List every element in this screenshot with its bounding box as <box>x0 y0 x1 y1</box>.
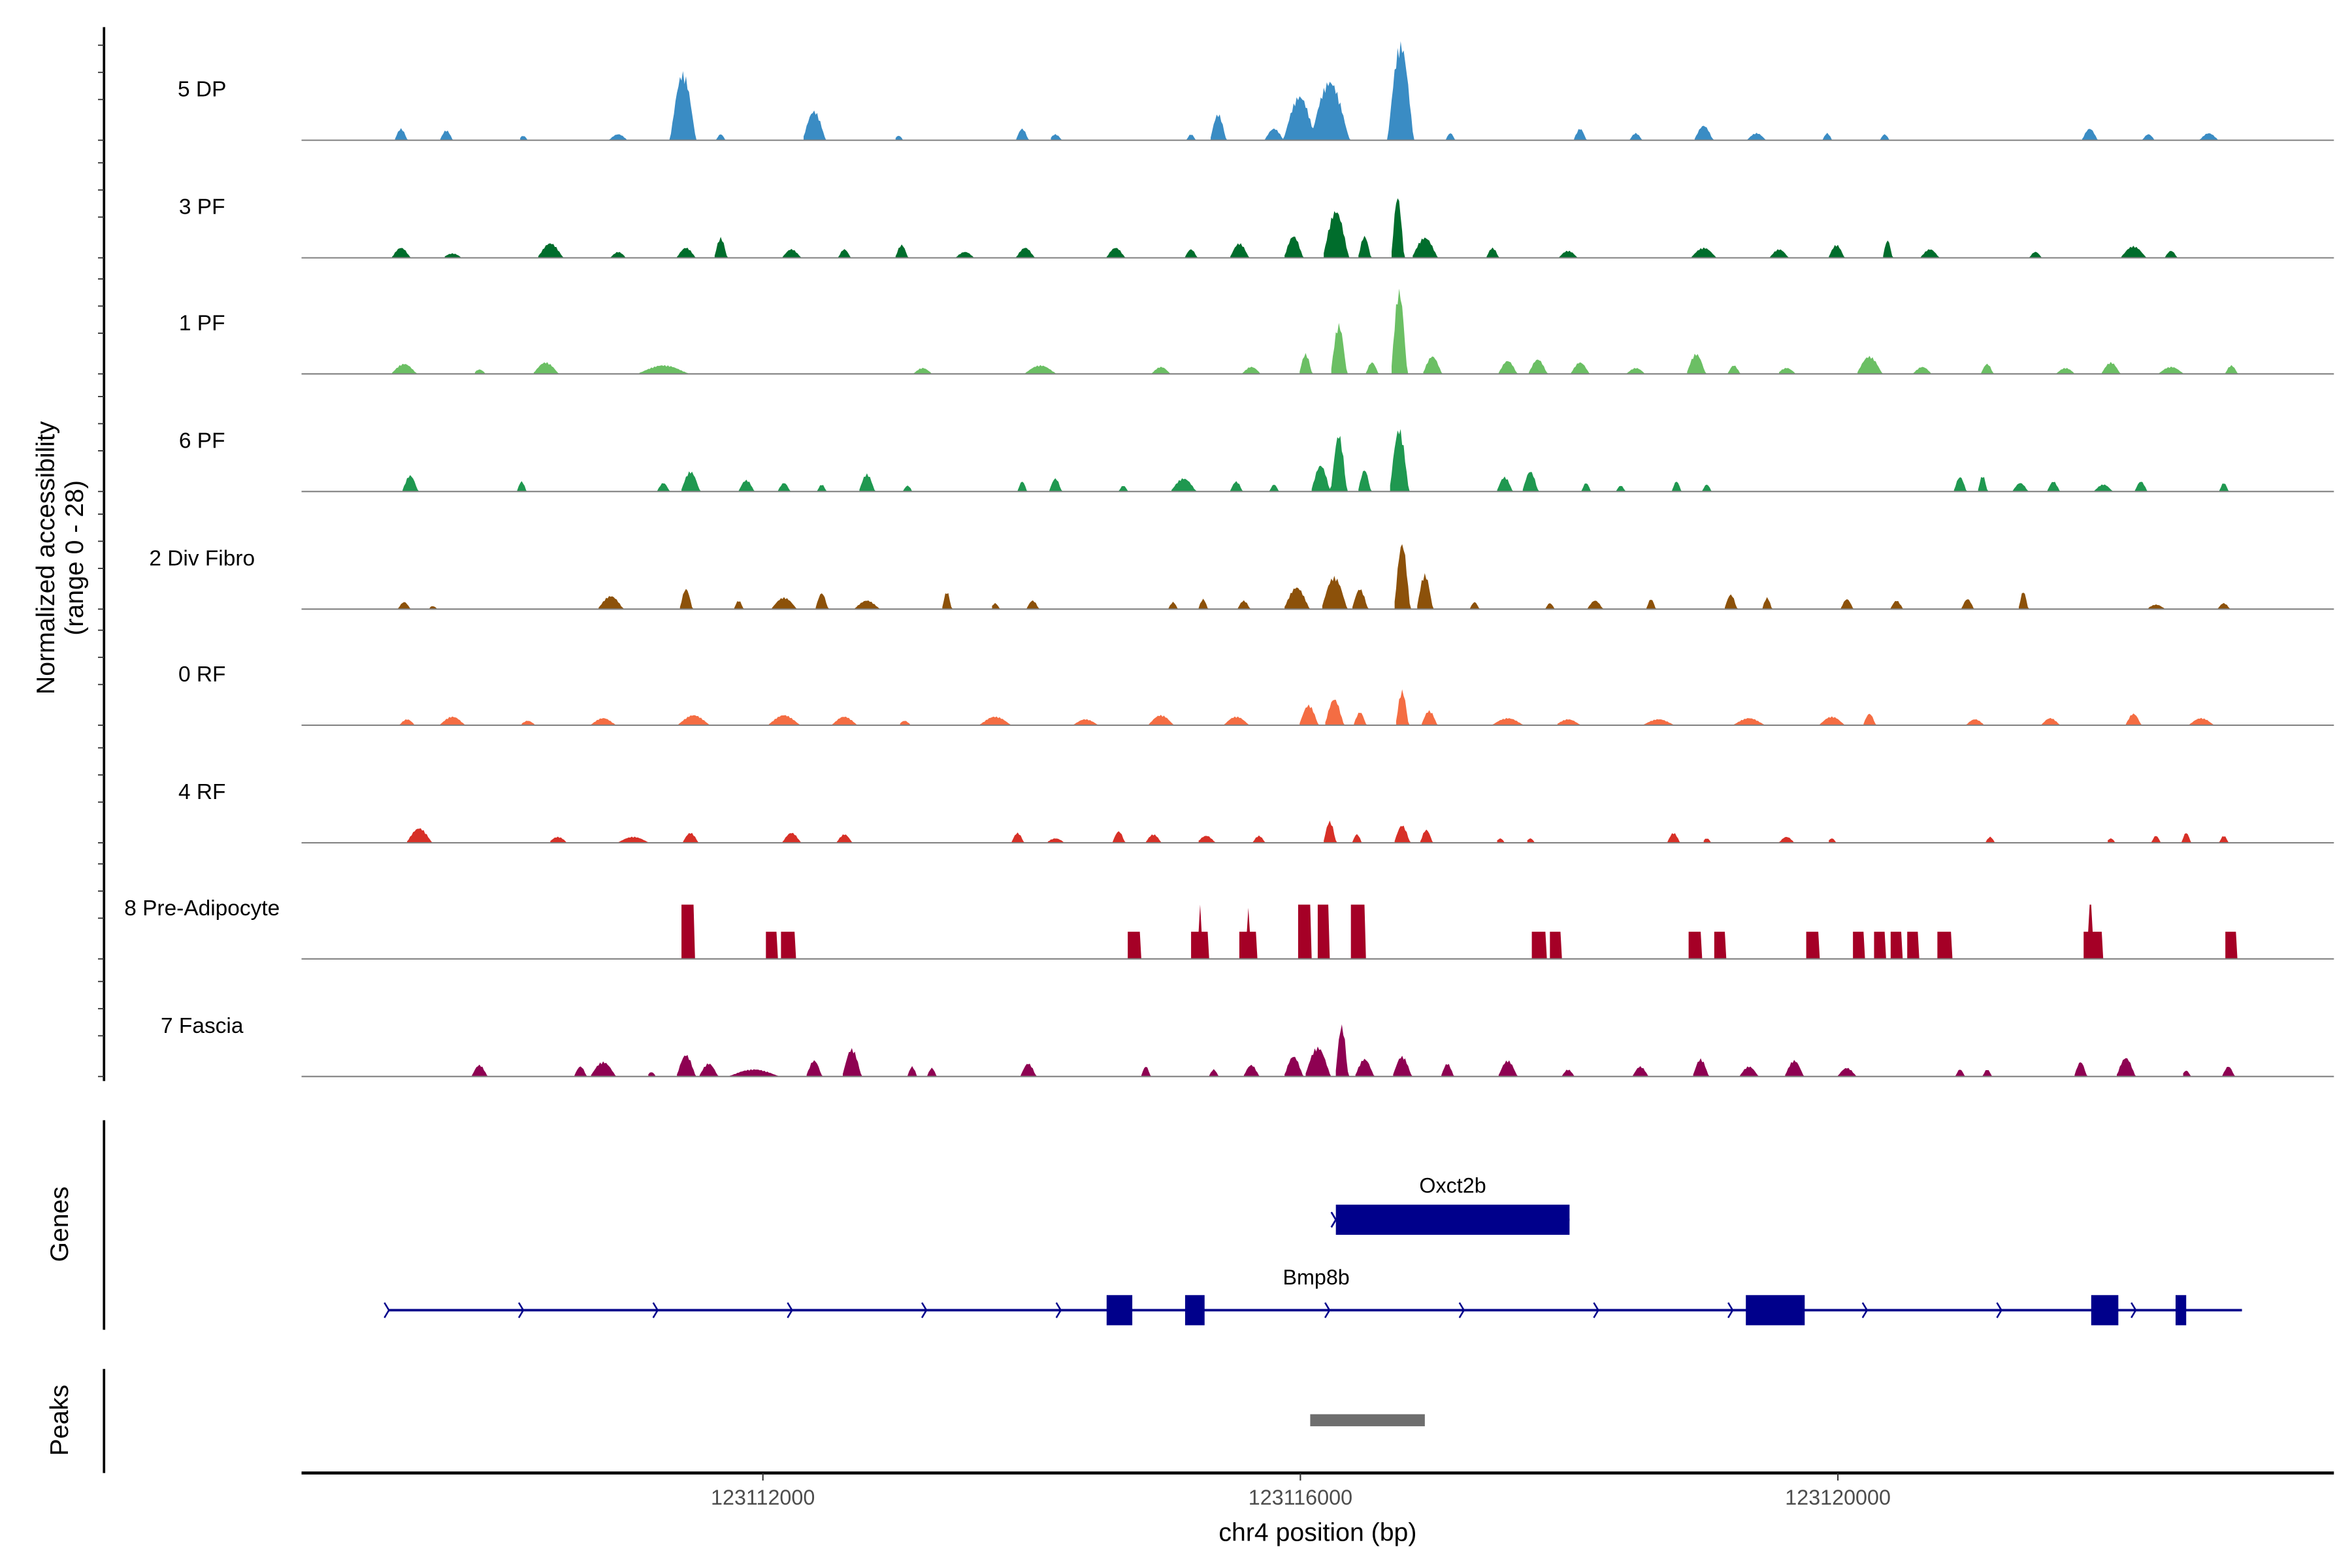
exon <box>1106 1295 1133 1326</box>
strand-arrow-icon <box>652 1302 659 1318</box>
track-label: 8 Pre-Adipocyte <box>124 896 280 921</box>
x-axis: 123112000 123116000 123120000 <box>301 1471 2334 1509</box>
gene-label: Oxct2b <box>1419 1173 1486 1197</box>
track-label: 0 RF <box>178 662 226 687</box>
y-axis-title: Normalized accessibility (range 0 - 28) <box>31 421 89 694</box>
strand-arrow-icon <box>1996 1302 2002 1318</box>
track-8-pre-adipocyte: 8 Pre-Adipocyte <box>124 896 2334 960</box>
strand-arrow-icon <box>1055 1302 1062 1318</box>
x-tick-label: 123116000 <box>1249 1486 1352 1509</box>
coverage-area <box>395 41 2219 140</box>
coverage-area <box>681 904 2238 959</box>
track-6-pf: 6 PF <box>179 429 2334 493</box>
exon <box>1746 1295 1805 1326</box>
strand-arrow-icon <box>921 1302 928 1318</box>
exon <box>1335 1204 1570 1235</box>
strand-arrow-icon <box>1330 1211 1337 1228</box>
peaks-track-label: Peaks <box>45 1384 74 1456</box>
genes-track-label: Genes <box>45 1186 74 1262</box>
track-0-rf: 0 RF <box>178 662 2334 727</box>
coverage-area <box>392 198 2179 258</box>
strand-arrow-icon <box>2131 1302 2137 1318</box>
y-axis-title-line-2: (range 0 - 28) <box>60 480 89 636</box>
track-label: 6 PF <box>179 429 225 453</box>
strand-arrow-icon <box>1458 1302 1465 1318</box>
strand-arrow-icon <box>787 1302 793 1318</box>
y-axis-title-line-1: Normalized accessibility <box>31 421 60 694</box>
strand-arrow-icon <box>517 1302 525 1318</box>
strand-arrow-icon <box>1324 1302 1331 1318</box>
gene-bmp8b[interactable]: Bmp8b <box>384 1266 2242 1326</box>
track-label: 5 DP <box>178 78 226 102</box>
track-label: 7 Fascia <box>161 1014 244 1038</box>
gene-oxct2b[interactable]: Oxct2b <box>1330 1173 1570 1235</box>
track-7-fascia: 7 Fascia <box>161 1014 2334 1077</box>
x-axis-title: chr4 position (bp) <box>1218 1518 1416 1546</box>
coverage-area <box>392 288 2239 374</box>
track-4-rf: 4 RF <box>178 780 2334 844</box>
strand-arrow-icon <box>1727 1302 1734 1318</box>
coverage-area <box>407 820 2230 843</box>
track-3-pf: 3 PF <box>179 195 2334 259</box>
strand-arrow-icon <box>384 1302 390 1318</box>
exon <box>2175 1295 2187 1326</box>
peak-region[interactable] <box>1310 1414 1425 1427</box>
exon <box>1184 1295 1205 1326</box>
strand-arrow-icon <box>1593 1302 1599 1318</box>
coverage-area <box>472 1024 2236 1077</box>
peaks-track: Peaks <box>45 1369 1425 1473</box>
coverage-area <box>399 689 2215 725</box>
track-label: 1 PF <box>179 311 225 335</box>
exon <box>2091 1295 2119 1326</box>
y-axis <box>98 27 106 1081</box>
gene-label: Bmp8b <box>1282 1266 1349 1289</box>
x-tick-label: 123112000 <box>711 1486 815 1509</box>
coverage-area <box>402 429 2230 492</box>
track-label: 4 RF <box>178 780 226 804</box>
track-5-dp: 5 DP <box>178 41 2334 141</box>
x-tick-label: 123120000 <box>1785 1486 1891 1509</box>
genes-track: Genes Oxct2b Bmp8b <box>45 1120 2242 1330</box>
coverage-area <box>398 544 2232 610</box>
track-label: 3 PF <box>179 195 225 220</box>
track-1-pf: 1 PF <box>179 288 2334 375</box>
track-2-div-fibro: 2 Div Fibro <box>149 544 2334 610</box>
coverage-tracks: 5 DP 3 PF 1 PF 6 PF 2 Div Fibro 0 RF 4 RF 8 Pre… <box>124 41 2334 1077</box>
strand-arrow-icon <box>1861 1302 1869 1318</box>
track-label: 2 Div Fibro <box>149 546 255 570</box>
